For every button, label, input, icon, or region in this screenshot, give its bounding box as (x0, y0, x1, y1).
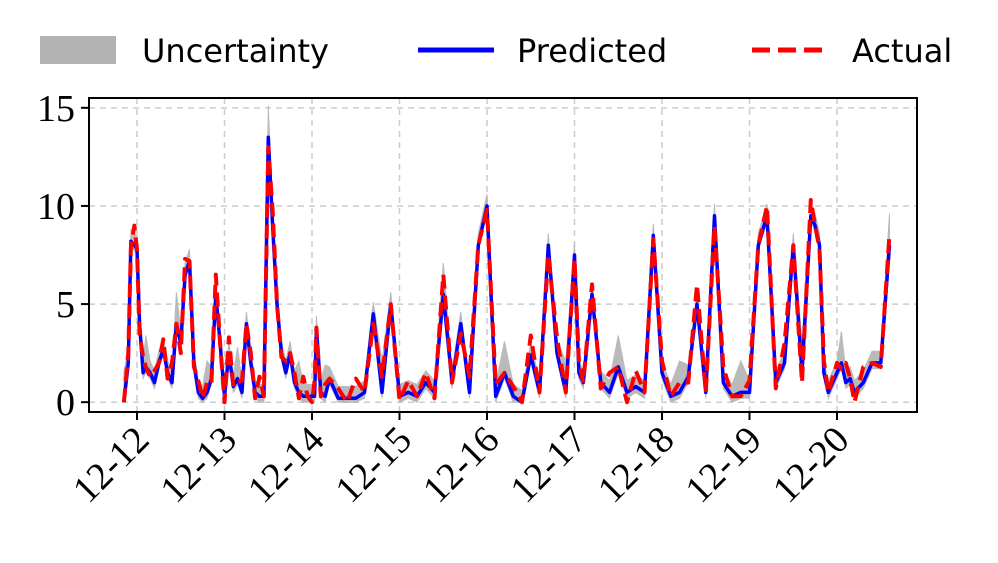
y-tick-label: 15 (37, 88, 75, 130)
x-axis: 12-1212-1312-1412-1512-1612-1712-1812-19… (65, 412, 857, 511)
legend-uncertainty-swatch (40, 36, 116, 64)
series-layer (121, 105, 892, 405)
x-tick-label: 12-15 (327, 419, 419, 511)
x-tick-label: 12-18 (590, 419, 682, 511)
x-tick-label: 12-12 (65, 419, 157, 511)
x-tick-label: 12-19 (677, 419, 769, 511)
legend-uncertainty-label: Uncertainty (142, 32, 329, 70)
legend-predicted-label: Predicted (517, 32, 667, 70)
x-tick-label: 12-20 (765, 419, 857, 511)
legend-actual-label: Actual (852, 32, 952, 70)
x-tick-label: 12-16 (415, 419, 507, 511)
y-tick-label: 5 (56, 284, 75, 326)
x-tick-label: 12-17 (502, 419, 594, 511)
x-tick-label: 12-14 (240, 419, 332, 511)
actual-line (121, 145, 892, 405)
y-tick-label: 10 (37, 186, 75, 228)
x-tick-label: 12-13 (152, 419, 244, 511)
y-tick-label: 0 (56, 382, 75, 424)
y-axis: 0 5 10 15 (37, 88, 89, 424)
legend: Uncertainty Predicted Actual (40, 32, 952, 70)
plot-frame (88, 97, 918, 413)
uncertainty-band (123, 105, 890, 404)
